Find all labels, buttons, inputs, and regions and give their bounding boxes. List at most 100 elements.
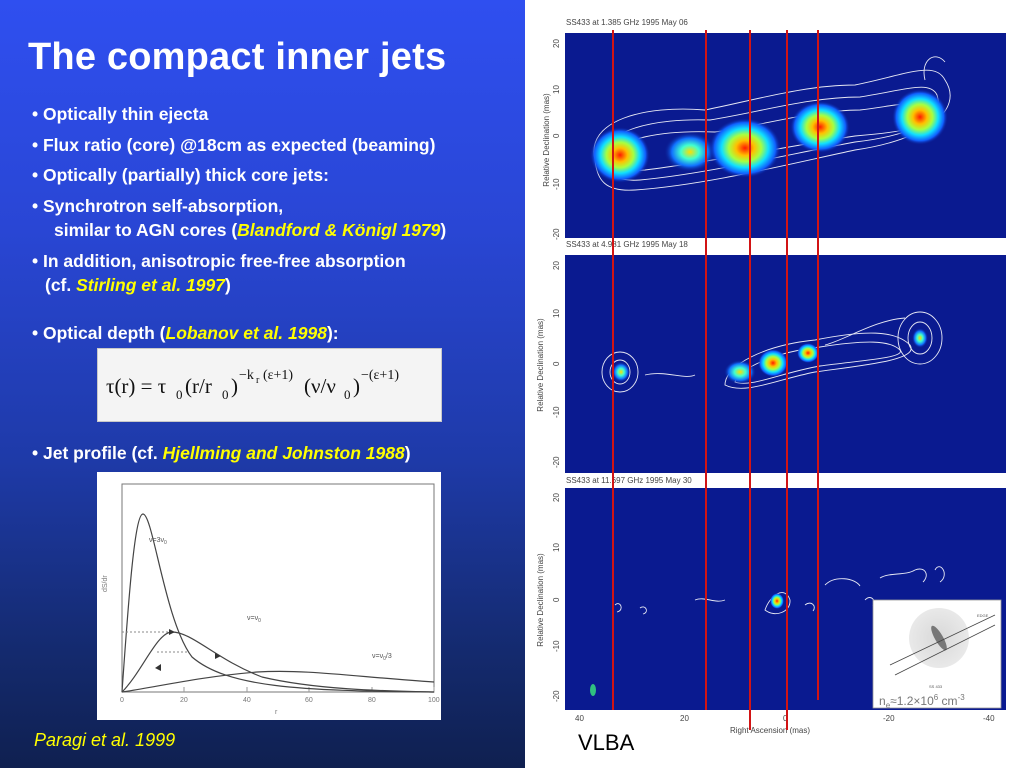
jet-knot: [664, 132, 716, 172]
bullet-stirling: (cf. Stirling et al. 1997): [32, 275, 231, 296]
bullet-text: • Synchrotron self-absorption,: [32, 196, 284, 216]
map-xtick: -20: [883, 714, 895, 723]
plot-xtick: 100: [428, 697, 440, 704]
jet-knot: [790, 101, 850, 153]
formula-nu: (ν/ν: [304, 374, 336, 398]
map-xtick: 20: [680, 714, 689, 723]
bullet-text: • In addition, anisotropic free-free abs…: [32, 251, 406, 271]
inset-label: EDGE: [977, 613, 989, 618]
citation-blandford: Blandford & Königl 1979: [237, 220, 441, 240]
plot-frame: [121, 483, 435, 693]
arrow-marker: [169, 629, 175, 635]
bullet-flux-ratio: • Flux ratio (core) @18cm as expected (b…: [32, 135, 435, 156]
map-ytick: -10: [552, 640, 561, 652]
vlba-maps: SS433 at 1.385 GHz 1995 May 06 Relative …: [536, 18, 1006, 735]
map-ytick: -10: [552, 406, 561, 418]
bullet-jet-profile: • Jet profile (cf. Hjellming and Johnsto…: [32, 443, 411, 464]
map-title: SS433 at 1.385 GHz 1995 May 06: [566, 18, 688, 27]
formula-sub: 0: [222, 387, 229, 402]
map-xtick: -40: [983, 714, 995, 723]
arrow-marker: [155, 664, 161, 671]
citation-hjellming: Hjellming and Johnston 1988: [162, 443, 405, 463]
curve-nu0: [121, 631, 435, 693]
beam-ellipse: [590, 684, 596, 696]
bullet-text: • Optically (partially) thick core jets:: [32, 165, 329, 185]
bullet-text: • Flux ratio (core) @18cm as expected (b…: [32, 135, 436, 155]
formula-sub: 0: [344, 387, 351, 402]
formula-exponent-sub: r: [256, 375, 260, 386]
map-ytick: -10: [552, 178, 561, 190]
map-ytick: 0: [552, 133, 561, 138]
bullet-text: ): [404, 443, 411, 463]
bullet-text: • Jet profile (cf.: [32, 443, 163, 463]
inset-line: [894, 624, 996, 676]
plot-credit: Paragi et al. 1999: [34, 730, 176, 750]
arrow-marker: [215, 653, 221, 659]
map-ytick: 10: [552, 543, 561, 552]
jet-knot: [724, 360, 756, 384]
jet-profile-graphic: 0 20 40 60 80 100 r dS/dr ν=3ν0 ν=ν0 ν=ν…: [102, 483, 440, 716]
slide-title: The compact inner jets: [28, 36, 447, 78]
citation-lobanov: Lobanov et al. 1998: [165, 323, 327, 343]
bullet-optically-thin: • Optically thin ejecta: [32, 104, 208, 125]
plot-xlabel: r: [275, 709, 278, 716]
map-1385ghz: SS433 at 1.385 GHz 1995 May 06 Relative …: [542, 18, 1006, 240]
bullet-text: • Optically thin ejecta: [32, 104, 209, 124]
bullet-text: • Optical depth (: [32, 323, 166, 343]
formula-paren: ): [353, 374, 360, 398]
jet-knot: [912, 328, 928, 348]
map-ytick: -20: [552, 228, 561, 240]
bullet-thick-core: • Optically (partially) thick core jets:: [32, 165, 329, 186]
formula-lhs: τ(r) = τ: [106, 374, 166, 398]
jet-profile-plot: 0 20 40 60 80 100 r dS/dr ν=3ν0 ν=ν0 ν=ν…: [97, 472, 441, 720]
density-label: ne≈1.2×106 cm-3: [879, 693, 965, 710]
formula-exponent: −(ε+1): [361, 368, 399, 383]
inset-source: [931, 625, 947, 651]
formula-r: (r/r: [185, 374, 212, 398]
bullet-free-free: • In addition, anisotropic free-free abs…: [32, 251, 406, 272]
map-xtick: 0: [783, 714, 788, 723]
bullet-agn-cores: similar to AGN cores (Blandford & Königl…: [32, 220, 446, 241]
jet-core: [709, 118, 781, 178]
map-title: SS433 at 11.697 GHz 1995 May 30: [566, 476, 692, 485]
map-ytick: 20: [552, 261, 561, 270]
bullet-text: ):: [326, 323, 339, 343]
formula-graphic: τ(r) = τ 0 (r/r 0 ) −k r (ε+1) (ν/ν 0 ) …: [106, 368, 399, 402]
curve-label-nu0: ν=ν0: [247, 615, 261, 624]
plot-ylabel: dS/dr: [102, 575, 109, 592]
map-ytick: 0: [552, 597, 561, 602]
formula-sub: 0: [176, 387, 183, 402]
curve-3nu0: [121, 513, 435, 693]
map-ytick: 0: [552, 361, 561, 366]
map-ytick: -20: [552, 456, 561, 468]
inset-label: SS 433: [929, 684, 943, 689]
formula-paren: ): [231, 374, 238, 398]
map-4981ghz: SS433 at 4.981 GHz 1995 May 18 Relative …: [536, 240, 1006, 473]
map-title: SS433 at 4.981 GHz 1995 May 18: [566, 240, 688, 249]
map-ytick: 10: [552, 85, 561, 94]
bullet-text: ): [224, 275, 231, 295]
map-ylabel: Relative Declination (mas): [536, 553, 545, 647]
curve-label-nu0-third: ν=ν0/3: [372, 653, 392, 662]
map-ytick: 10: [552, 309, 561, 318]
plot-xtick: 0: [120, 697, 124, 704]
formula-exponent: −k: [239, 368, 254, 383]
map-ytick: 20: [552, 493, 561, 502]
plot-xtick: 20: [180, 697, 188, 704]
inset-geometry-diagram: EDGE SS 433 ne≈1.2×106 cm-3: [872, 599, 1002, 710]
plot-xtick: 40: [243, 697, 251, 704]
map-ytick: -20: [552, 690, 561, 702]
plot-xtick: 80: [368, 697, 376, 704]
map-ylabel: Relative Declination (mas): [542, 93, 551, 187]
jet-knot: [797, 343, 819, 363]
map-ylabel: Relative Declination (mas): [536, 318, 545, 412]
map-ytick: 20: [552, 39, 561, 48]
bullet-optical-depth: • Optical depth (Lobanov et al. 1998):: [32, 323, 339, 344]
inset-line: [889, 614, 996, 666]
bullet-text: (cf.: [45, 275, 77, 295]
vlba-label: VLBA: [578, 730, 635, 755]
curve-label-3nu0: ν=3ν0: [149, 537, 167, 546]
bullet-synchrotron: • Synchrotron self-absorption,: [32, 196, 283, 217]
plot-xtick: 60: [305, 697, 313, 704]
